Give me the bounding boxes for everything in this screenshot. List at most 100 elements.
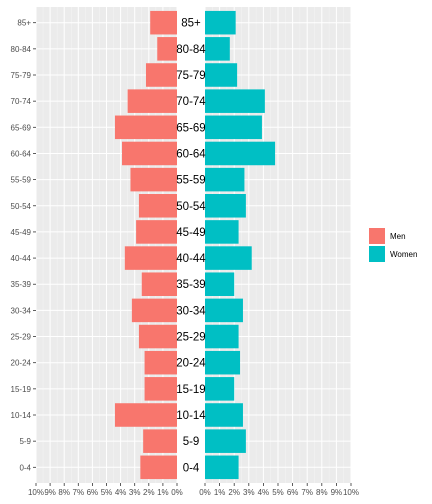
x-tick-label: 5% bbox=[272, 488, 284, 497]
legend: Men Women bbox=[369, 228, 417, 262]
y-tick-label: 45-49 bbox=[11, 228, 32, 237]
y-tick-label: 25-29 bbox=[11, 333, 32, 342]
bar-men-70-74 bbox=[127, 89, 177, 113]
x-tick-label: 2% bbox=[143, 488, 155, 497]
age-group-label: 25-29 bbox=[176, 332, 205, 344]
men-age-tick-labels: 0-4 5-9 10-14 15-19 20-24 25-29 30-34 35-39 40-4… bbox=[11, 19, 36, 472]
x-tick-label: 4% bbox=[115, 488, 127, 497]
y-tick-label: 80-84 bbox=[11, 45, 32, 54]
bar-women-15-19 bbox=[205, 377, 235, 401]
x-tick-label: 8% bbox=[58, 488, 70, 497]
age-group-label: 35-39 bbox=[176, 279, 205, 291]
women-panel bbox=[204, 7, 352, 483]
bar-men-10-14 bbox=[114, 403, 177, 427]
men-panel bbox=[35, 7, 178, 483]
bar-women-40-44 bbox=[205, 246, 252, 270]
age-group-label: 20-24 bbox=[176, 358, 206, 370]
age-group-center-labels: 0-4 5-9 10-14 15-19 20-24 25-29 30-34 35-39 40-4… bbox=[176, 18, 206, 475]
age-group-label: 50-54 bbox=[176, 201, 206, 213]
x-tick-label: 3% bbox=[243, 488, 255, 497]
age-group-label: 45-49 bbox=[176, 227, 205, 239]
bar-men-45-49 bbox=[136, 220, 177, 244]
bar-men-85+ bbox=[150, 10, 177, 35]
x-tick-label: 0% bbox=[171, 488, 183, 497]
x-tick-label: 10% bbox=[343, 488, 359, 497]
x-tick-label: 9% bbox=[331, 488, 343, 497]
bar-women-60-64 bbox=[205, 141, 276, 166]
bar-men-20-24 bbox=[144, 350, 177, 375]
y-tick-label: 35-39 bbox=[11, 280, 32, 289]
x-tick-label: 5% bbox=[101, 488, 113, 497]
bar-women-0-4 bbox=[205, 455, 239, 480]
x-tick-label: 9% bbox=[44, 488, 56, 497]
age-group-label: 5-9 bbox=[183, 436, 200, 448]
bar-men-75-79 bbox=[145, 63, 177, 87]
y-tick-label: 50-54 bbox=[11, 202, 32, 211]
bar-women-35-39 bbox=[205, 272, 235, 296]
bar-women-50-54 bbox=[205, 194, 246, 218]
y-tick-label: 15-19 bbox=[11, 385, 32, 394]
bar-women-45-49 bbox=[205, 220, 239, 244]
y-tick-label: 30-34 bbox=[11, 306, 32, 315]
bar-women-30-34 bbox=[205, 298, 243, 323]
bar-men-65-69 bbox=[114, 115, 177, 140]
y-tick-label: 75-79 bbox=[11, 71, 32, 80]
x-tick-label: 7% bbox=[301, 488, 313, 497]
y-tick-label: 20-24 bbox=[11, 359, 32, 368]
bar-women-5-9 bbox=[205, 429, 246, 453]
y-tick-label: 60-64 bbox=[11, 149, 32, 158]
bar-men-5-9 bbox=[143, 429, 177, 453]
y-tick-label: 0-4 bbox=[19, 463, 31, 472]
x-tick-label: 6% bbox=[287, 488, 299, 497]
x-tick-label: 1% bbox=[157, 488, 169, 497]
legend-label-men: Men bbox=[390, 232, 406, 241]
y-tick-label: 70-74 bbox=[11, 97, 32, 106]
age-group-label: 60-64 bbox=[176, 148, 206, 160]
x-tick-label: 3% bbox=[129, 488, 141, 497]
bar-women-70-74 bbox=[205, 89, 265, 113]
bar-women-25-29 bbox=[205, 324, 239, 349]
bar-men-60-64 bbox=[122, 141, 177, 166]
age-group-label: 40-44 bbox=[176, 253, 206, 265]
x-tick-label: 8% bbox=[316, 488, 328, 497]
y-tick-label: 55-59 bbox=[11, 176, 32, 185]
women-percent-tick-labels: 0% 1% 2% 3% 4% 5% 6% 7% 8% 9% 10% bbox=[199, 483, 359, 497]
bar-men-0-4 bbox=[140, 455, 177, 480]
age-group-label: 80-84 bbox=[176, 44, 206, 56]
y-tick-label: 5-9 bbox=[19, 437, 31, 446]
age-group-label: 30-34 bbox=[176, 305, 206, 317]
bar-women-85+ bbox=[205, 10, 236, 35]
bar-men-25-29 bbox=[138, 324, 177, 349]
legend-label-women: Women bbox=[390, 250, 417, 259]
age-group-label: 10-14 bbox=[176, 410, 206, 422]
bar-women-80-84 bbox=[205, 37, 230, 61]
bar-men-80-84 bbox=[157, 37, 177, 61]
men-percent-tick-labels: 0%1%2%3%4%5%6%7%8%9%10% bbox=[28, 483, 183, 497]
age-group-label: 65-69 bbox=[176, 122, 205, 134]
bar-women-75-79 bbox=[205, 63, 238, 87]
x-tick-label: 4% bbox=[258, 488, 270, 497]
x-tick-label: 0% bbox=[199, 488, 211, 497]
bar-men-35-39 bbox=[141, 272, 177, 296]
y-tick-label: 85+ bbox=[17, 19, 31, 28]
bar-men-50-54 bbox=[138, 194, 177, 218]
bar-women-55-59 bbox=[205, 167, 245, 192]
bar-men-55-59 bbox=[130, 167, 177, 192]
y-tick-label: 10-14 bbox=[11, 411, 32, 420]
bar-women-10-14 bbox=[205, 403, 243, 427]
x-tick-label: 10% bbox=[28, 488, 44, 497]
bar-men-15-19 bbox=[144, 377, 177, 401]
bar-men-40-44 bbox=[124, 246, 177, 270]
y-tick-label: 40-44 bbox=[11, 254, 32, 263]
age-group-label: 55-59 bbox=[176, 175, 205, 187]
bar-women-20-24 bbox=[205, 350, 241, 375]
x-tick-label: 2% bbox=[228, 488, 240, 497]
legend-swatch-men bbox=[369, 228, 385, 244]
y-tick-label: 65-69 bbox=[11, 123, 32, 132]
x-tick-label: 7% bbox=[73, 488, 85, 497]
age-group-label: 85+ bbox=[181, 18, 201, 30]
x-tick-label: 1% bbox=[214, 488, 226, 497]
age-group-label: 70-74 bbox=[176, 96, 206, 108]
age-group-label: 15-19 bbox=[176, 384, 205, 396]
